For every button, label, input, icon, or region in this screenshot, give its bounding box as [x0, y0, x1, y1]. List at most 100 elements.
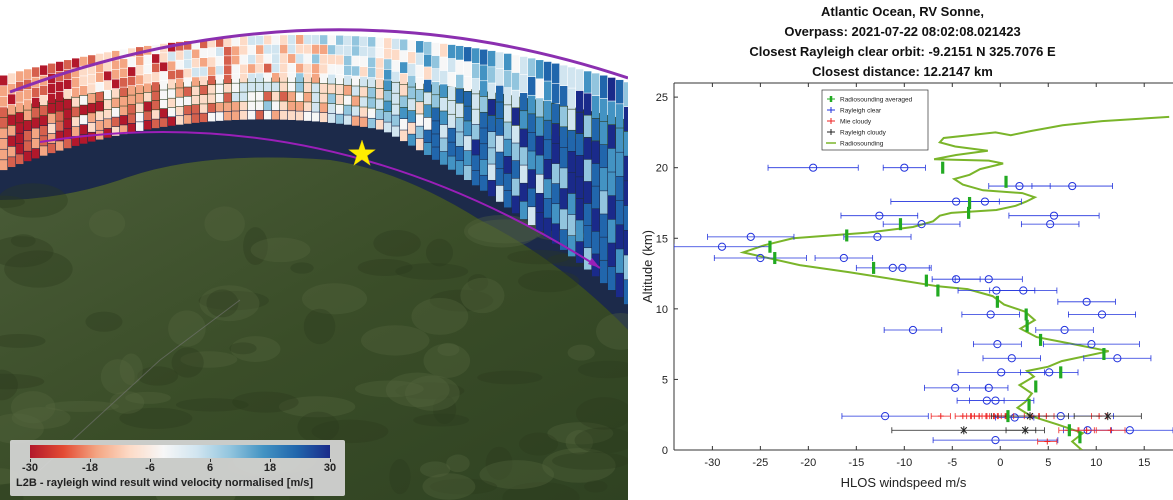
swath-cell — [496, 68, 504, 86]
swath-cell — [56, 141, 64, 151]
swath-cell — [24, 151, 32, 162]
swath-cell — [208, 94, 216, 103]
swath-cell — [240, 83, 248, 92]
swath-cell — [456, 132, 464, 147]
swath-cell — [400, 96, 408, 108]
swath-cell — [248, 54, 256, 64]
swath-cell — [416, 65, 424, 78]
swath-cell — [8, 157, 16, 168]
swath-cell — [544, 61, 552, 81]
swath-cell — [184, 68, 192, 78]
swath-cell — [344, 55, 352, 66]
swath-cell — [312, 54, 320, 64]
swath-cell — [0, 138, 8, 149]
swath-cell — [584, 225, 592, 248]
radiosounding-averaged-point — [1024, 308, 1028, 321]
swath-cell — [312, 112, 320, 122]
swath-cell — [272, 35, 280, 45]
swath-cell — [104, 61, 112, 71]
swath-cell — [120, 96, 128, 106]
swath-cell — [328, 45, 336, 55]
swath-cell — [192, 77, 200, 86]
swath-cell — [104, 90, 112, 100]
swath-cell — [136, 122, 144, 131]
swath-cell — [64, 99, 72, 109]
swath-cell — [400, 130, 408, 142]
swath-cell — [536, 60, 544, 79]
swath-cell — [544, 198, 552, 218]
swath-cell — [344, 95, 352, 105]
swath-cell — [136, 94, 144, 103]
swath-cell — [88, 84, 96, 94]
swath-cell — [552, 83, 560, 104]
terrain-patch — [204, 206, 245, 242]
terrain-patch — [168, 310, 206, 347]
radiosounding-averaged-point — [898, 218, 903, 231]
swath-cell — [24, 100, 32, 110]
radiosounding-averaged-point — [1006, 410, 1010, 423]
terrain-patch — [311, 419, 389, 444]
swath-cell — [472, 94, 480, 109]
radiosounding-averaged-point — [1038, 333, 1043, 346]
swath-cell — [480, 159, 488, 175]
swath-cell — [112, 79, 120, 89]
swath-cell — [368, 108, 376, 118]
swath-cell — [600, 237, 608, 260]
swath-cell — [592, 186, 600, 209]
swath-cell — [272, 73, 280, 82]
swath-cell — [504, 105, 512, 122]
terrain-patch — [576, 397, 628, 430]
swath-cell — [88, 55, 96, 65]
swath-cell — [48, 123, 56, 134]
swath-cell — [296, 92, 304, 102]
swath-cell — [184, 96, 192, 106]
swath-cell — [296, 82, 304, 92]
colorbar-tick — [90, 459, 91, 462]
swath-cell — [400, 118, 408, 130]
swath-cell — [64, 129, 72, 139]
swath-cell — [488, 164, 496, 180]
swath-cell — [344, 75, 352, 85]
swath-cell — [168, 107, 176, 117]
swath-cell — [8, 125, 16, 136]
swath-cell — [216, 75, 224, 84]
swath-cell — [616, 225, 624, 249]
rayleigh-clear-point — [957, 286, 1036, 295]
swath-cell — [624, 106, 628, 132]
legend-label: Mie cloudy — [840, 118, 872, 125]
swath-cell — [536, 117, 544, 136]
terrain-patch — [0, 236, 54, 268]
swath-cell — [576, 241, 584, 263]
swath-cell — [256, 45, 264, 54]
swath-cell — [568, 172, 576, 194]
terrain-patch — [354, 380, 424, 398]
swath-cell — [352, 36, 360, 46]
swath-cell — [248, 64, 256, 73]
terrain-patch — [301, 283, 368, 315]
swath-cell — [368, 57, 376, 68]
radiosounding-averaged-point — [1004, 175, 1008, 188]
swath-cell — [120, 68, 128, 78]
swath-cell — [624, 156, 628, 181]
legend-label: Radiosounding averaged — [840, 96, 913, 103]
swath-cell — [384, 69, 392, 80]
swath-cell — [136, 65, 144, 75]
colorbar-tick-label: 18 — [263, 462, 277, 474]
swath-cell — [624, 230, 628, 255]
swath-cell — [536, 79, 544, 98]
swath-cell — [568, 193, 576, 215]
swath-cell — [560, 209, 568, 230]
swath-cell — [72, 87, 80, 97]
swath-cell — [432, 68, 440, 82]
swath-cell — [272, 54, 280, 64]
terrain-patch — [577, 360, 628, 379]
x-tick-label: 15 — [1138, 457, 1150, 469]
swath-cell — [360, 87, 368, 97]
swath-cell — [312, 44, 320, 54]
swath-cell — [224, 56, 232, 65]
swath-cell — [256, 54, 264, 64]
swath-cell — [280, 91, 288, 101]
swath-cell — [600, 260, 608, 284]
terrain-patch — [119, 407, 193, 429]
terrain-patch — [518, 270, 580, 293]
